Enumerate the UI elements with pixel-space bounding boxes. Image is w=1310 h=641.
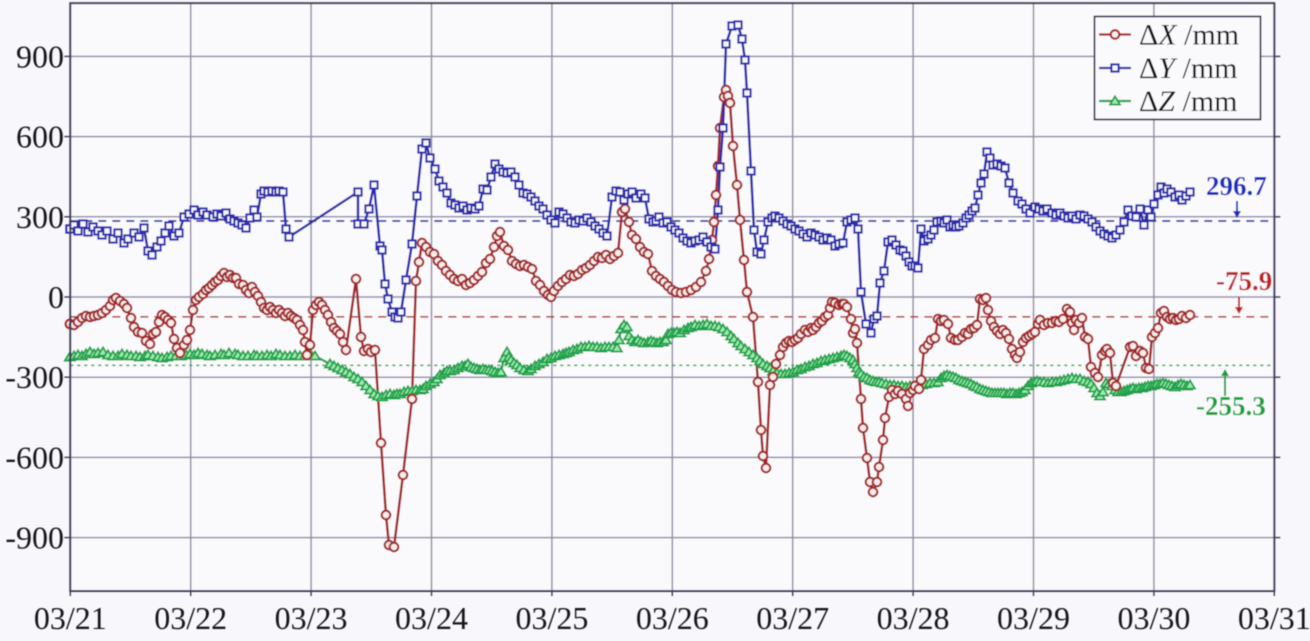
svg-text:-900: -900 [5, 520, 64, 556]
svg-text:03/29: 03/29 [997, 600, 1070, 636]
svg-text:600: 600 [16, 119, 64, 155]
svg-text:-75.9: -75.9 [1216, 266, 1272, 296]
svg-text:0: 0 [48, 279, 64, 315]
svg-text:ΔZ /mm: ΔZ /mm [1139, 85, 1238, 118]
svg-text:ΔX /mm: ΔX /mm [1139, 19, 1239, 52]
svg-text:03/31: 03/31 [1238, 600, 1310, 636]
svg-text:03/22: 03/22 [154, 600, 227, 636]
svg-text:-255.3: -255.3 [1196, 391, 1266, 421]
svg-text:03/24: 03/24 [395, 600, 468, 636]
svg-text:-300: -300 [5, 359, 64, 395]
svg-text:-600: -600 [5, 439, 64, 475]
svg-text:ΔY /mm: ΔY /mm [1139, 52, 1238, 85]
svg-text:03/23: 03/23 [275, 600, 348, 636]
svg-text:03/25: 03/25 [515, 600, 588, 636]
svg-text:900: 900 [16, 38, 64, 74]
svg-text:03/30: 03/30 [1117, 600, 1190, 636]
svg-text:296.7: 296.7 [1206, 171, 1267, 201]
svg-text:03/27: 03/27 [756, 600, 829, 636]
svg-text:03/26: 03/26 [636, 600, 709, 636]
svg-text:03/21: 03/21 [34, 600, 107, 636]
svg-text:300: 300 [16, 199, 64, 235]
svg-text:03/28: 03/28 [877, 600, 950, 636]
